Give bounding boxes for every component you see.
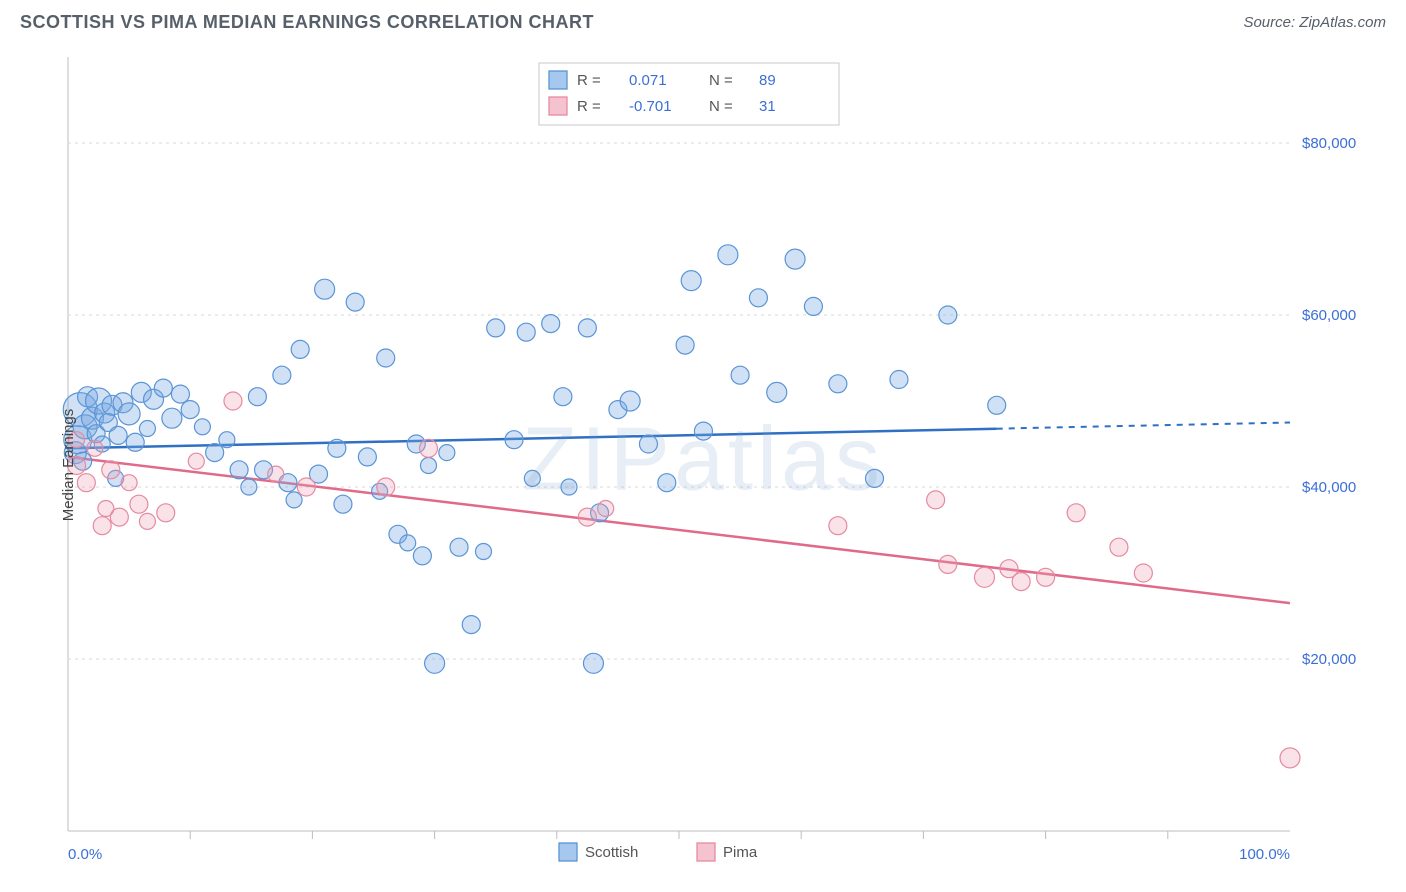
svg-text:N =: N =	[709, 98, 733, 115]
svg-text:31: 31	[759, 98, 776, 115]
svg-text:Scottish: Scottish	[585, 844, 638, 861]
y-axis-label: Median Earnings	[60, 409, 77, 522]
svg-text:$20,000: $20,000	[1302, 651, 1356, 668]
svg-text:0.071: 0.071	[629, 72, 667, 89]
svg-text:R =: R =	[577, 98, 601, 115]
svg-text:Pima: Pima	[723, 844, 758, 861]
svg-text:89: 89	[759, 72, 776, 89]
source-label: Source: ZipAtlas.com	[1243, 14, 1386, 31]
correlation-scatter-chart: $20,000 $40,000 $60,000 $80,000 0.0% 100.0% R …	[20, 45, 1386, 885]
svg-text:$80,000: $80,000	[1302, 135, 1356, 152]
chart-header: SCOTTISH VS PIMA MEDIAN EARNINGS CORRELA…	[0, 0, 1406, 41]
svg-text:-0.701: -0.701	[629, 98, 672, 115]
svg-text:100.0%: 100.0%	[1239, 846, 1290, 863]
svg-text:R =: R =	[577, 72, 601, 89]
svg-text:N =: N =	[709, 72, 733, 89]
svg-text:0.0%: 0.0%	[68, 846, 102, 863]
svg-text:$40,000: $40,000	[1302, 479, 1356, 496]
svg-text:$60,000: $60,000	[1302, 307, 1356, 324]
chart-container: Median Earnings $20,000 $40,000 $60,000 $80…	[20, 45, 1386, 885]
chart-title: SCOTTISH VS PIMA MEDIAN EARNINGS CORRELA…	[20, 12, 594, 33]
